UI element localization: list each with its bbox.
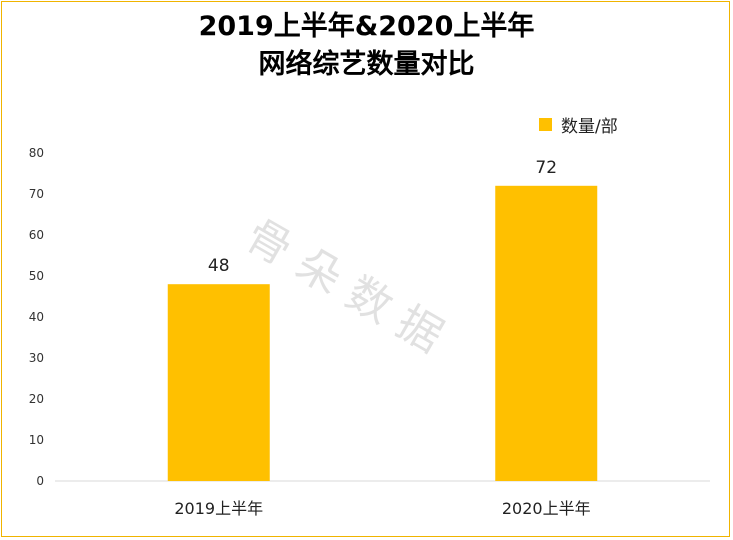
x-category-label: 2020上半年	[502, 499, 591, 518]
data-label: 72	[535, 158, 557, 178]
bar	[495, 185, 598, 482]
bar	[167, 284, 270, 481]
y-tick-label: 10	[29, 433, 44, 447]
y-tick-label: 80	[29, 146, 44, 160]
y-tick-label: 20	[29, 392, 44, 406]
y-tick-label: 50	[29, 269, 44, 283]
y-tick-label: 30	[29, 351, 44, 365]
y-tick-label: 40	[29, 310, 44, 324]
chart-legend: 数量/部	[539, 112, 618, 137]
y-tick-label: 70	[29, 187, 44, 201]
legend-label: 数量/部	[561, 116, 618, 137]
chart-title-line1: 2019上半年&2020上半年	[198, 11, 535, 42]
x-category-label: 2019上半年	[174, 499, 263, 518]
legend-swatch	[539, 117, 552, 131]
data-label: 48	[208, 256, 230, 276]
y-tick-label: 60	[29, 228, 44, 242]
chart-title-line2: 网络综艺数量对比	[258, 49, 475, 80]
y-tick-label: 0	[36, 474, 44, 488]
